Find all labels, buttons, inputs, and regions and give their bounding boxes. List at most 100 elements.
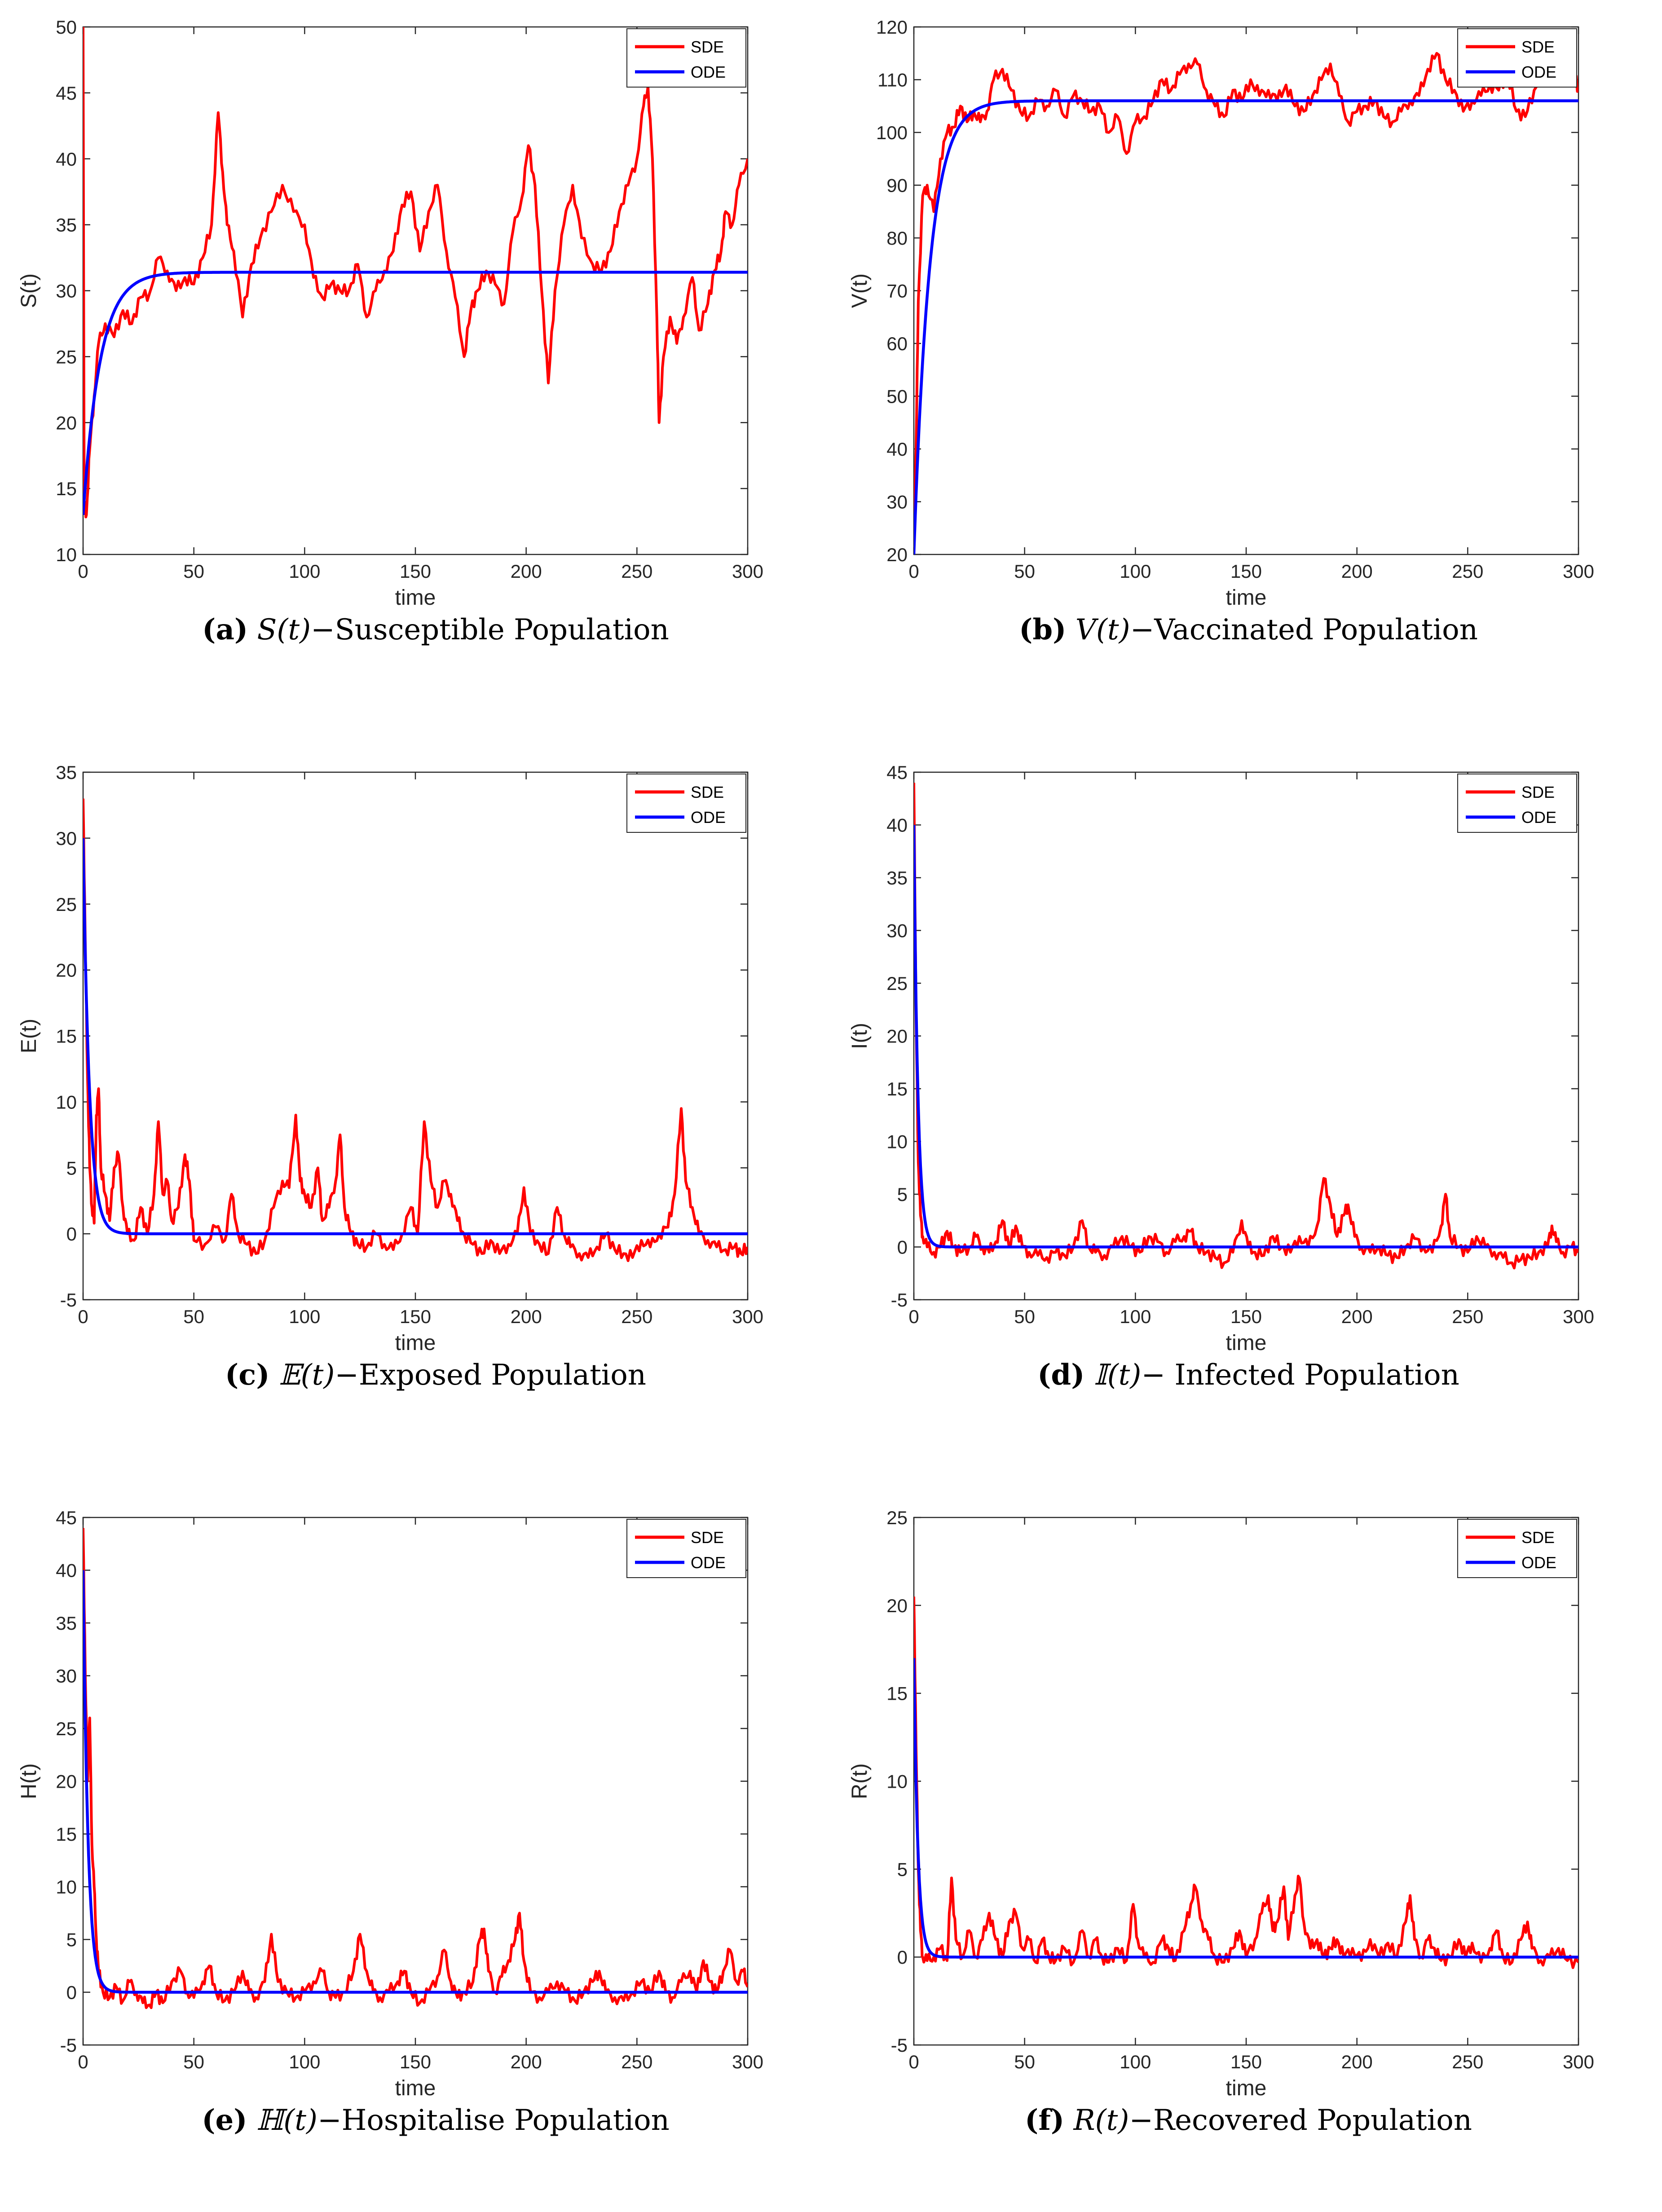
y-tick-label: 30 [886, 920, 908, 941]
x-tick-label: 50 [1014, 2051, 1035, 2072]
y-tick-label: 0 [897, 1237, 908, 1258]
y-tick-label: 40 [56, 149, 77, 170]
caption-label: (c) [225, 1358, 270, 1392]
caption-symbol: V(t) [1066, 613, 1130, 646]
y-tick-label: 50 [886, 386, 908, 407]
x-axis-title: time [1226, 586, 1267, 610]
x-tick-label: 300 [732, 1306, 763, 1327]
legend-label-sde: SDE [691, 1528, 724, 1547]
chart-b: 0 50 100 150 200 250 300 20 30 40 50 60 70 80 90 100 110… [848, 17, 1594, 610]
y-tick-label: 20 [886, 544, 908, 565]
x-tick-label: 50 [1014, 561, 1035, 582]
y-axis-title: V(t) [848, 273, 872, 308]
y-tick-label: 30 [886, 492, 908, 513]
x-tick-label: 250 [1452, 2051, 1483, 2072]
caption-f: (f) R(t)−Recovered Population [867, 2103, 1630, 2137]
y-tick-label: 35 [56, 215, 77, 236]
y-tick-label: 35 [886, 867, 908, 888]
y-tick-label: 10 [56, 1877, 77, 1898]
caption-label: (a) [202, 613, 248, 646]
series-line-ode [914, 825, 1578, 1249]
y-tick-label: 15 [886, 1078, 908, 1099]
x-tick-label: 0 [78, 1306, 88, 1327]
legend-box [1457, 1519, 1577, 1578]
panel-c: 0 50 100 150 200 250 300 -5 0 5 10 15 20 25 30 35 time E(… [0, 745, 831, 1464]
legend-label-ode: ODE [691, 808, 726, 827]
series-line-ode [83, 1570, 748, 1994]
y-tick-label: 35 [56, 1613, 77, 1634]
chart-a: 0 50 100 150 200 250 300 10 15 20 25 30 35 40 45 50 time… [17, 17, 763, 610]
legend-label-sde: SDE [1521, 38, 1555, 56]
y-axis-title: H(t) [17, 1763, 41, 1799]
legend-label-sde: SDE [1521, 783, 1555, 801]
y-tick-label: 40 [56, 1560, 77, 1581]
x-tick-label: 200 [1341, 2051, 1373, 2072]
plot-area [913, 771, 1579, 1301]
chart-f: 0 50 100 150 200 250 300-50510152025timeR(t)SD… [848, 1507, 1594, 2100]
legend-label-sde: SDE [1521, 1528, 1555, 1547]
y-tick-label: 15 [56, 1026, 77, 1047]
y-tick-label: 50 [56, 17, 77, 38]
legend: SDE ODE [1457, 1519, 1577, 1578]
y-tick-label: 70 [886, 281, 908, 302]
caption-text: −Hospitalise Population [317, 2104, 670, 2137]
x-tick-label: 100 [1120, 561, 1151, 582]
caption-symbol: 𝔼(t) [269, 1359, 335, 1392]
legend-box [626, 774, 746, 833]
x-tick-label: 200 [511, 1306, 542, 1327]
panel-a: 0 50 100 150 200 250 300 10 15 20 25 30 35 40 45 50 time… [0, 0, 831, 718]
y-tick-label: 20 [886, 1595, 908, 1616]
x-tick-label: 250 [1452, 1306, 1483, 1327]
y-tick-label: 25 [56, 346, 77, 367]
x-tick-label: 150 [1230, 1306, 1262, 1327]
y-tick-label: 45 [56, 1507, 77, 1528]
x-axis-title: time [395, 1331, 436, 1355]
x-tick-label: 0 [78, 2051, 88, 2072]
series-line-ode [83, 271, 748, 515]
legend-label-ode: ODE [1521, 1553, 1556, 1572]
x-tick-label: 150 [1230, 2051, 1262, 2072]
plot-area [913, 1517, 1579, 2046]
series-line-sde [83, 27, 748, 519]
legend-box [1457, 28, 1577, 88]
legend-box [1457, 774, 1577, 833]
x-tick-label: 50 [1014, 1306, 1035, 1327]
y-tick-label: 20 [886, 1026, 908, 1047]
plot-area [82, 26, 749, 555]
y-tick-label: 45 [56, 83, 77, 104]
x-tick-label: 250 [1452, 561, 1483, 582]
series-line-ode [83, 838, 748, 1236]
caption-text: −Vaccinated Population [1130, 613, 1478, 646]
x-tick-label: 0 [908, 2051, 919, 2072]
y-axis-title: R(t) [848, 1763, 872, 1799]
panel-d: 0 50 100 150 200 250 300 -5 0 5 10 15 20 25 30 35 40 45 ti… [831, 745, 1662, 1464]
caption-text: −Recovered Population [1129, 2104, 1472, 2137]
y-tick-label: 10 [56, 1091, 77, 1113]
x-axis-title: time [1226, 2076, 1267, 2100]
y-tick-label: 100 [876, 122, 908, 143]
x-tick-label: 0 [908, 561, 919, 582]
legend: SDE ODE [626, 774, 746, 833]
x-axis-title: time [395, 2076, 436, 2100]
series-line-ode [914, 99, 1578, 554]
caption-label: (f) [1025, 2103, 1065, 2137]
y-tick-label: -5 [60, 2035, 77, 2056]
legend-label-ode: ODE [691, 63, 726, 81]
chart-c: 0 50 100 150 200 250 300-505101520253035timeE(… [17, 762, 763, 1355]
caption-label: (e) [202, 2103, 247, 2137]
legend-label-sde: SDE [691, 783, 724, 801]
y-tick-label: 30 [56, 828, 77, 849]
caption-label: (b) [1019, 613, 1067, 646]
y-tick-label: 45 [886, 762, 908, 783]
series-line-sde [83, 1528, 748, 2009]
y-tick-label: -5 [60, 1289, 77, 1310]
panel-f: 0 50 100 150 200 250 300 -5 0 5 10 15 20 25 time R(t) SD… [831, 1491, 1662, 2209]
legend-box [626, 1519, 746, 1578]
caption-c: (c) 𝔼(t)−Exposed Population [54, 1358, 817, 1392]
x-tick-label: 50 [183, 1306, 204, 1327]
y-tick-label: 5 [66, 1929, 77, 1950]
y-tick-label: -5 [891, 1289, 908, 1310]
x-tick-label: 300 [732, 2051, 763, 2072]
y-tick-label: 15 [886, 1683, 908, 1704]
x-tick-label: 150 [400, 2051, 431, 2072]
